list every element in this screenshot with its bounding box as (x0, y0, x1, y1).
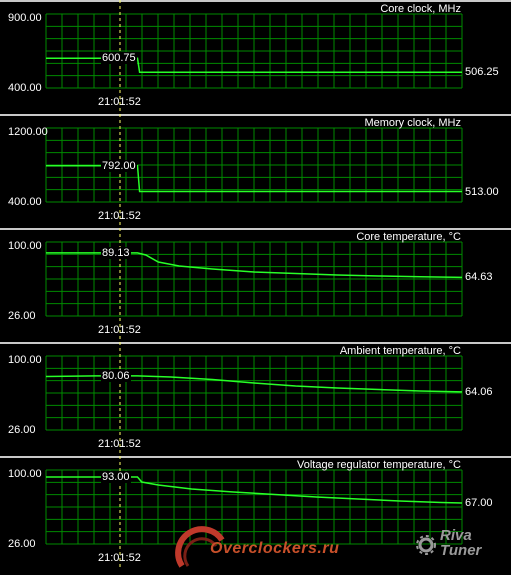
panel-title: Voltage regulator temperature, °C (297, 459, 461, 471)
current-value-label: 64.63 (465, 271, 493, 284)
overclockers-logo-icon (175, 526, 225, 568)
chart-panel: Core clock, MHz 900.00 400.00 506.25 21:01:5… (0, 0, 511, 114)
marker-time-label: 21:01:52 (98, 324, 141, 336)
chart-panel: Memory clock, MHz 1200.00 400.00 513.00 21:0… (0, 114, 511, 228)
panel-separator (0, 456, 511, 458)
panel-title: Core clock, MHz (380, 3, 461, 15)
panel-title: Core temperature, °C (356, 231, 461, 243)
marker-time-label: 21:01:52 (98, 96, 141, 108)
watermark-site-text: Overclockers.ru (210, 540, 340, 557)
panel-title: Ambient temperature, °C (339, 345, 461, 357)
chart-panel: Voltage regulator temperature, °C 100.00 2… (0, 456, 511, 570)
marker-value-label: 792.00 (101, 159, 137, 172)
panel-separator (0, 114, 511, 116)
gear-icon (416, 535, 436, 555)
y-axis-min-label: 400.00 (8, 82, 42, 94)
current-value-label: 64.06 (465, 385, 493, 398)
current-value-label: 513.00 (465, 185, 499, 198)
current-value-label: 506.25 (465, 66, 499, 79)
chart-plot (45, 0, 463, 114)
panel-separator (0, 228, 511, 230)
marker-value-label: 89.13 (101, 246, 131, 259)
y-axis-max-label: 1200.00 (8, 126, 48, 138)
series-line (46, 164, 462, 193)
y-axis-max-label: 900.00 (8, 12, 42, 24)
marker-value-label: 80.06 (101, 369, 131, 382)
chart-plot (45, 114, 463, 228)
watermark-tool-text: Riva Tuner (440, 527, 482, 559)
watermark: Overclockers.ru Riva Tuner (170, 520, 510, 570)
y-axis-min-label: 26.00 (8, 424, 36, 436)
marker-time-label: 21:01:52 (98, 438, 141, 450)
series-line (46, 57, 462, 74)
marker-value-label: 93.00 (101, 471, 131, 483)
chart-panel: Ambient temperature, °C 100.00 26.00 64.06 2… (0, 342, 511, 456)
panel-title: Memory clock, MHz (364, 117, 461, 129)
y-axis-min-label: 26.00 (8, 310, 36, 322)
series-line (46, 252, 463, 279)
chart-plot (45, 342, 463, 456)
y-axis-min-label: 26.00 (8, 538, 36, 550)
series-line (46, 476, 463, 504)
y-axis-max-label: 100.00 (8, 354, 42, 366)
marker-time-label: 21:01:52 (98, 210, 141, 222)
chart-plot (45, 228, 463, 342)
chart-panel: Core temperature, °C 100.00 26.00 64.63 21:0… (0, 228, 511, 342)
marker-value-label: 600.75 (101, 52, 137, 65)
y-axis-min-label: 400.00 (8, 196, 42, 208)
current-value-label: 67.00 (465, 497, 493, 509)
panel-separator (0, 0, 511, 2)
panel-separator (0, 342, 511, 344)
marker-time-label: 21:01:52 (98, 552, 141, 564)
y-axis-max-label: 100.00 (8, 240, 42, 252)
y-axis-max-label: 100.00 (8, 468, 42, 480)
